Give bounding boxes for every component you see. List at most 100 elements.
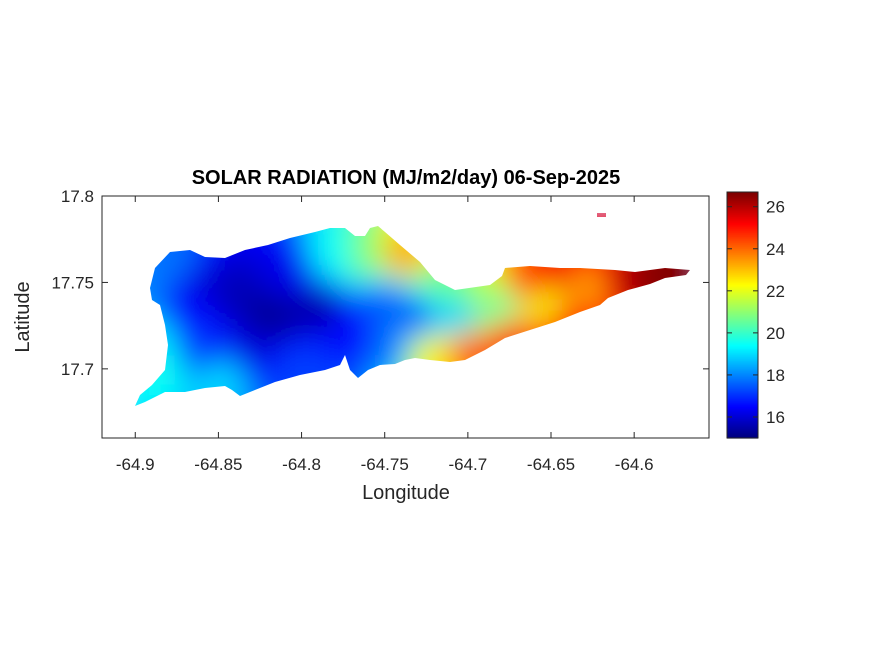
colorbar-ticks: 16 18 20 22 24 26	[727, 198, 785, 427]
heat-cell	[575, 375, 586, 386]
heat-cell	[285, 305, 296, 316]
heat-cell	[655, 375, 666, 386]
heat-cell	[255, 355, 266, 366]
heat-cell	[405, 375, 416, 386]
heat-cell	[245, 215, 256, 226]
colorbar-band	[727, 390, 758, 393]
heat-cell	[685, 215, 690, 226]
heat-cell	[315, 405, 326, 406]
heat-cell	[225, 255, 236, 266]
heat-cell	[385, 235, 396, 246]
heat-cell	[635, 213, 646, 216]
heat-cell	[555, 335, 566, 346]
heat-cell	[165, 295, 176, 306]
heat-cell	[185, 213, 196, 216]
heat-cell	[295, 215, 306, 226]
heat-cell	[185, 315, 196, 326]
heat-cell	[515, 375, 526, 386]
heat-cell	[205, 235, 216, 246]
heat-cell	[235, 385, 246, 396]
x-tick-label: -64.8	[282, 455, 321, 474]
heat-cell	[615, 245, 626, 256]
heat-cell	[565, 425, 576, 436]
heat-cell	[185, 375, 196, 386]
colorbar-band	[727, 250, 758, 253]
colorbar-band	[727, 374, 758, 377]
heat-cell	[305, 315, 316, 326]
heat-cell	[635, 295, 646, 306]
colorbar-band	[727, 332, 758, 335]
heat-cell	[395, 285, 406, 296]
colorbar-band	[727, 216, 758, 219]
heat-cell	[165, 225, 176, 236]
heat-cell	[475, 265, 486, 276]
heat-cell	[525, 385, 536, 396]
heat-cell	[345, 395, 356, 406]
heat-cell	[665, 235, 676, 246]
heat-cell	[645, 345, 656, 356]
heat-cell	[405, 285, 416, 296]
heat-cell	[595, 335, 606, 346]
colorbar-band	[727, 364, 758, 367]
heat-cell	[675, 405, 686, 406]
heat-cell	[435, 285, 446, 296]
heat-cell	[295, 395, 306, 406]
heat-cell	[335, 275, 346, 286]
heat-cell	[615, 275, 626, 286]
heat-cell	[275, 275, 286, 286]
heat-cell	[655, 395, 666, 406]
heat-cell	[575, 215, 586, 226]
heat-cell	[535, 275, 546, 286]
heat-cell	[305, 225, 316, 236]
heat-cell	[275, 285, 286, 296]
heat-cell	[525, 213, 536, 216]
heat-cell	[235, 325, 246, 336]
heat-cell	[345, 295, 356, 306]
heat-cell	[625, 245, 636, 256]
heat-cell	[455, 285, 466, 296]
heat-cell	[235, 225, 246, 236]
heat-cell	[445, 213, 456, 216]
heat-cell	[145, 225, 156, 236]
heat-cell	[145, 265, 156, 276]
heat-cell	[365, 215, 376, 226]
heat-cell	[225, 355, 236, 366]
heat-cell	[525, 275, 536, 286]
heat-cell	[285, 275, 296, 286]
heat-cell	[395, 415, 406, 426]
heat-cell	[395, 345, 406, 356]
heat-cell	[495, 315, 506, 326]
colorbar-band	[727, 338, 758, 341]
heat-cell	[135, 395, 146, 406]
heat-cell	[625, 395, 636, 406]
heat-cell	[235, 395, 246, 406]
heat-cell	[185, 275, 196, 286]
heat-cell	[685, 235, 690, 246]
colorbar-band	[727, 282, 758, 285]
heat-cell	[345, 315, 356, 326]
heat-cell	[225, 213, 236, 216]
heat-cell	[135, 265, 136, 276]
heat-cell	[175, 255, 186, 266]
heat-cell	[405, 295, 416, 306]
heat-cell	[225, 225, 236, 236]
axes-frame	[101, 195, 710, 439]
heat-cell	[175, 325, 186, 336]
heat-cell	[645, 225, 656, 236]
heat-cell	[465, 245, 476, 256]
heat-cell	[445, 405, 456, 406]
heat-cell	[645, 335, 656, 346]
heat-cell	[605, 355, 616, 366]
heat-cell	[135, 365, 146, 376]
heat-cell	[665, 355, 676, 366]
heat-cell	[265, 225, 276, 236]
heat-cell	[665, 425, 676, 436]
heat-cell	[505, 385, 516, 396]
heat-cell	[465, 225, 476, 236]
heat-cell	[455, 215, 466, 226]
heat-cell	[595, 425, 606, 436]
heat-cell	[655, 295, 666, 306]
heat-cell	[385, 255, 396, 266]
colorbar-band	[727, 290, 758, 293]
heat-cell	[695, 305, 706, 316]
